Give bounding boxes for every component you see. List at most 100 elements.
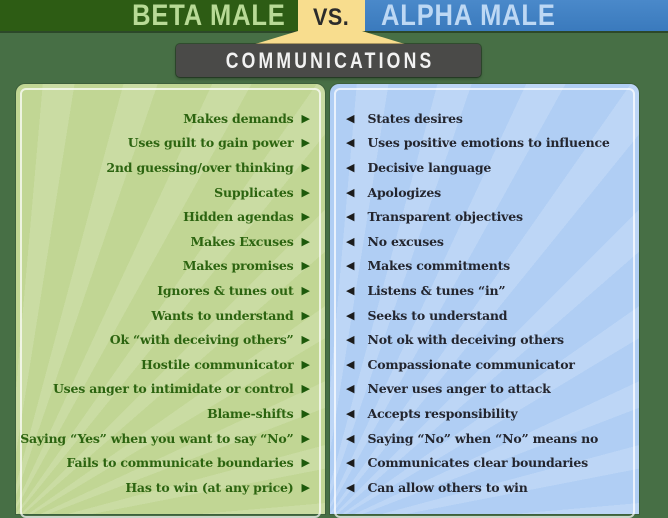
arrow-right-icon: ▶: [301, 333, 310, 347]
arrow-right-icon: ▶: [301, 382, 310, 396]
beta-title: BETA MALE: [132, 0, 286, 31]
alpha-item-label: Accepts responsibility: [367, 405, 518, 421]
alpha-item-label: Compassionate communicator: [367, 356, 575, 372]
alpha-item-row: ◀ Listens & tunes “in”: [336, 278, 633, 303]
beta-item-row: 2nd guessing/over thinking ▶: [22, 155, 319, 180]
arrow-right-icon: ▶: [301, 234, 310, 248]
beta-item-row: Blame-shifts ▶: [22, 401, 319, 426]
beta-item-row: Makes promises ▶: [22, 254, 319, 279]
arrow-right-icon: ▶: [301, 283, 310, 297]
arrow-left-icon: ◀: [346, 283, 355, 297]
beta-item-label: Blame-shifts: [207, 405, 294, 421]
beta-item-label: Saying “Yes” when you want to say “No”: [20, 430, 294, 446]
arrow-left-icon: ◀: [346, 136, 355, 150]
arrow-right-icon: ▶: [301, 406, 310, 420]
beta-item-label: Wants to understand: [151, 307, 294, 323]
alpha-item-label: Decisive language: [367, 159, 492, 175]
beta-item-label: Hostile communicator: [141, 356, 294, 372]
vs-label: VS.: [313, 3, 350, 31]
beta-item-row: Makes demands ▶: [22, 106, 319, 131]
header-band: BETA MALE VS. ALPHA MALE: [0, 0, 668, 33]
arrow-right-icon: ▶: [301, 308, 310, 322]
beta-panel: Makes demands ▶ Uses guilt to gain power ▶…: [16, 84, 325, 518]
beta-item-label: Supplicates: [214, 184, 294, 200]
beta-item-label: Makes Excuses: [190, 233, 294, 249]
alpha-item-label: Communicates clear boundaries: [367, 455, 588, 471]
section-title-box: COMMUNICATIONS: [176, 44, 481, 77]
arrow-right-icon: ▶: [301, 357, 310, 371]
beta-item-label: Hidden agendas: [183, 209, 294, 225]
beta-item-label: Ignores & tunes out: [157, 282, 294, 298]
alpha-item-label: Seeks to understand: [367, 307, 508, 323]
beta-item-row: Hostile communicator ▶: [22, 352, 319, 377]
arrow-right-icon: ▶: [301, 210, 310, 224]
alpha-item-label: No excuses: [367, 233, 444, 249]
alpha-title: ALPHA MALE: [381, 0, 556, 31]
alpha-item-label: Not ok with deceiving others: [367, 332, 564, 348]
beta-item-label: Fails to communicate boundaries: [66, 455, 294, 471]
arrow-left-icon: ◀: [346, 456, 355, 470]
arrow-right-icon: ▶: [301, 259, 310, 273]
alpha-item-row: ◀ States desires: [336, 106, 633, 131]
beta-item-row: Hidden agendas ▶: [22, 204, 319, 229]
section-title: COMMUNICATIONS: [225, 47, 435, 73]
alpha-item-row: ◀ Not ok with deceiving others: [336, 327, 633, 352]
alpha-item-row: ◀ Can allow others to win: [336, 475, 633, 500]
alpha-item-label: Listens & tunes “in”: [367, 282, 506, 298]
alpha-item-row: ◀ No excuses: [336, 229, 633, 254]
beta-item-row: Uses anger to intimidate or control ▶: [22, 377, 319, 402]
alpha-item-row: ◀ Communicates clear boundaries: [336, 450, 633, 475]
beta-panel-inner-border: Makes demands ▶ Uses guilt to gain power ▶…: [20, 88, 321, 518]
alpha-item-row: ◀ Apologizes: [336, 180, 633, 205]
beta-item-label: Makes demands: [183, 110, 294, 126]
alpha-item-label: Never uses anger to attack: [367, 381, 551, 397]
alpha-header-segment: ALPHA MALE: [365, 0, 668, 31]
beta-item-label: 2nd guessing/over thinking: [106, 159, 294, 175]
alpha-item-row: ◀ Makes commitments: [336, 254, 633, 279]
arrow-right-icon: ▶: [301, 456, 310, 470]
arrow-left-icon: ◀: [346, 480, 355, 494]
beta-item-row: Uses guilt to gain power ▶: [22, 131, 319, 156]
alpha-item-label: Saying “No” when “No” means no: [367, 430, 599, 446]
alpha-item-label: Transparent objectives: [367, 209, 523, 225]
arrow-right-icon: ▶: [301, 160, 310, 174]
beta-header-segment: BETA MALE: [0, 0, 298, 31]
arrow-left-icon: ◀: [346, 406, 355, 420]
arrow-right-icon: ▶: [301, 431, 310, 445]
alpha-item-label: Makes commitments: [367, 258, 511, 274]
beta-item-row: Fails to communicate boundaries ▶: [22, 450, 319, 475]
beta-item-row: Wants to understand ▶: [22, 303, 319, 328]
beta-item-label: Ok “with deceiving others”: [109, 332, 294, 348]
arrow-left-icon: ◀: [346, 382, 355, 396]
alpha-item-row: ◀ Uses positive emotions to influence: [336, 131, 633, 156]
vs-pedestal-shape: [252, 31, 408, 45]
alpha-item-row: ◀ Never uses anger to attack: [336, 377, 633, 402]
arrow-left-icon: ◀: [346, 234, 355, 248]
alpha-panel-inner-border: ◀ States desires ◀ Uses positive emotions …: [334, 88, 635, 518]
alpha-item-label: Apologizes: [367, 184, 441, 200]
arrow-right-icon: ▶: [301, 111, 310, 125]
beta-item-row: Has to win (at any price) ▶: [22, 475, 319, 500]
alpha-item-label: Can allow others to win: [367, 479, 528, 495]
arrow-left-icon: ◀: [346, 160, 355, 174]
vs-badge: VS.: [298, 0, 365, 31]
arrow-left-icon: ◀: [346, 308, 355, 322]
comparison-panels: Makes demands ▶ Uses guilt to gain power ▶…: [16, 84, 639, 518]
arrow-left-icon: ◀: [346, 333, 355, 347]
beta-item-row: Makes Excuses ▶: [22, 229, 319, 254]
arrow-left-icon: ◀: [346, 111, 355, 125]
beta-item-row: Ok “with deceiving others” ▶: [22, 327, 319, 352]
arrow-left-icon: ◀: [346, 259, 355, 273]
arrow-left-icon: ◀: [346, 185, 355, 199]
beta-item-row: Supplicates ▶: [22, 180, 319, 205]
alpha-item-label: Uses positive emotions to influence: [367, 135, 610, 151]
arrow-left-icon: ◀: [346, 210, 355, 224]
alpha-item-row: ◀ Seeks to understand: [336, 303, 633, 328]
beta-item-label: Uses guilt to gain power: [127, 135, 294, 151]
alpha-item-label: States desires: [367, 110, 463, 126]
alpha-item-row: ◀ Compassionate communicator: [336, 352, 633, 377]
alpha-item-row: ◀ Decisive language: [336, 155, 633, 180]
beta-item-row: Ignores & tunes out ▶: [22, 278, 319, 303]
alpha-item-row: ◀ Saying “No” when “No” means no: [336, 426, 633, 451]
arrow-right-icon: ▶: [301, 480, 310, 494]
